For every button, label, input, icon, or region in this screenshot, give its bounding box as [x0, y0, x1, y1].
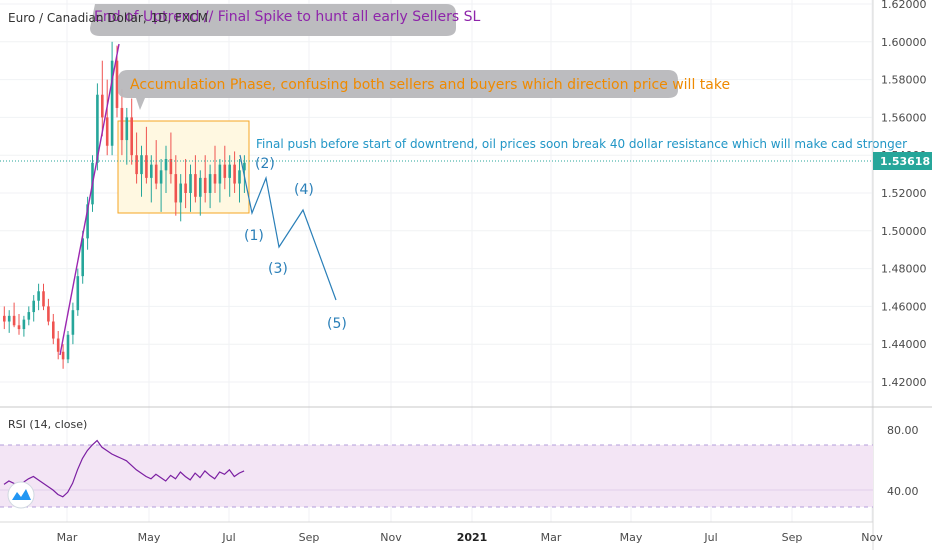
candle	[164, 145, 168, 193]
candle	[154, 140, 158, 190]
time-tick-label: May	[138, 531, 161, 544]
candle	[145, 126, 148, 184]
candle	[199, 170, 202, 216]
price-tick-label: 1.56000	[881, 111, 927, 124]
wave-label-5: (5)	[327, 316, 347, 332]
annotation-final-push: Final push before start of downtrend, oi…	[256, 137, 907, 151]
candle	[130, 98, 133, 165]
candle	[56, 330, 60, 360]
candle	[22, 315, 26, 337]
candle	[17, 313, 21, 335]
time-tick-label: Sep	[299, 531, 320, 544]
candle	[150, 155, 153, 203]
candle	[179, 174, 182, 222]
projection-path[interactable]	[239, 154, 337, 301]
price-tick-label: 1.46000	[881, 300, 927, 313]
candle	[203, 155, 207, 203]
candle	[61, 344, 65, 369]
price-tick-label: 1.52000	[881, 187, 927, 200]
wave-label-1: (1)	[244, 228, 264, 244]
time-tick-label: 2021	[457, 531, 488, 544]
candles	[3, 41, 246, 369]
time-axis-ticks: Mar May Jul Sep Nov 2021 Mar May Jul Sep Nov	[57, 531, 884, 544]
candle	[169, 132, 173, 184]
price-tick-label: 1.60000	[881, 36, 927, 49]
candle	[194, 155, 197, 203]
candle	[110, 41, 114, 156]
candle	[228, 155, 231, 197]
symbol-title: Euro / Canadian Dollar, 1D, FXCM	[8, 11, 208, 25]
wave-label-3: (3)	[268, 261, 288, 277]
wave-label-2: (2)	[255, 156, 275, 172]
time-tick-label: Jul	[703, 531, 717, 544]
candle	[189, 164, 192, 212]
candle	[208, 164, 212, 209]
candle	[101, 60, 104, 137]
candle	[27, 306, 31, 326]
candle	[135, 132, 138, 184]
candle	[3, 306, 6, 330]
candle	[12, 302, 16, 328]
price-tick-label: 1.50000	[881, 225, 927, 238]
wave-label-4: (4)	[294, 182, 314, 198]
price-tick-label: 1.42000	[881, 376, 927, 389]
rsi-tick-40: 40.00	[887, 485, 919, 498]
trend-line[interactable]	[59, 43, 120, 356]
candle	[174, 155, 178, 216]
time-tick-label: Nov	[380, 531, 402, 544]
time-tick-label: May	[620, 531, 643, 544]
price-tick-label: 1.62000	[881, 0, 927, 11]
time-tick-label: Jul	[221, 531, 235, 544]
tradingview-logo[interactable]	[7, 481, 35, 509]
price-tick-label: 1.44000	[881, 338, 927, 351]
rsi-label: RSI (14, close)	[8, 418, 87, 431]
candle	[223, 145, 227, 190]
candle	[7, 310, 11, 333]
candle	[184, 158, 187, 209]
candle	[71, 302, 75, 345]
rsi-band	[0, 445, 873, 507]
current-price-value: 1.53618	[880, 155, 930, 168]
candle	[32, 295, 35, 322]
rsi-line	[3, 439, 245, 498]
candle	[140, 145, 143, 197]
candle	[125, 107, 129, 165]
callout-accumulation[interactable]: Accumulation Phase, confusing both selle…	[118, 70, 730, 110]
candle	[81, 230, 84, 284]
time-tick-label: Mar	[57, 531, 78, 544]
current-price-tag[interactable]: 1.53618	[873, 152, 932, 170]
callout-end-uptrend-text: End of Uptrend // Final Spike to hunt al…	[94, 9, 481, 25]
price-tick-label: 1.48000	[881, 263, 927, 276]
time-tick-label: Sep	[782, 531, 803, 544]
price-axis-ticks: 1.620001.600001.580001.560001.540001.520…	[881, 0, 927, 389]
rsi-tick-80: 80.00	[887, 424, 919, 437]
candle	[86, 196, 89, 250]
candle	[213, 145, 217, 193]
candle	[159, 158, 163, 212]
candle	[76, 268, 80, 316]
candle	[47, 298, 50, 326]
candle	[42, 283, 45, 311]
accumulation-box[interactable]	[117, 120, 250, 214]
candle	[66, 330, 70, 364]
candle	[52, 313, 55, 345]
candle	[218, 158, 222, 203]
time-tick-label: Mar	[541, 531, 562, 544]
candle	[238, 158, 241, 203]
candle	[37, 283, 40, 311]
price-tick-label: 1.58000	[881, 74, 927, 87]
callout-accumulation-text: Accumulation Phase, confusing both selle…	[130, 77, 730, 93]
candle	[120, 89, 124, 156]
time-tick-label: Nov	[861, 531, 883, 544]
candle	[105, 79, 109, 156]
candle	[233, 151, 236, 193]
callout-end-uptrend[interactable]: End of Uptrend // Final Spike to hunt al…	[90, 4, 481, 36]
